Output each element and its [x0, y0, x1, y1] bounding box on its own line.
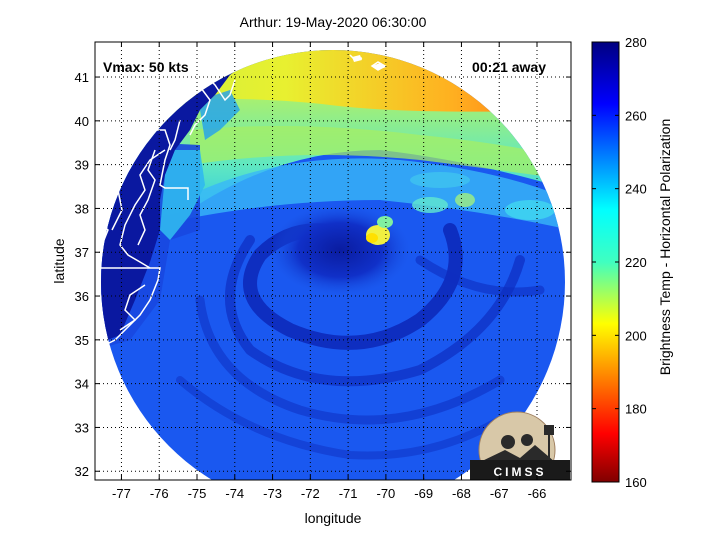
x-tick-label: -71: [339, 486, 358, 501]
x-tick-label: -75: [188, 486, 207, 501]
y-tick-label: 32: [75, 464, 89, 479]
y-tick-label: 33: [75, 420, 89, 435]
y-tick-label: 40: [75, 114, 89, 129]
x-tick-label: -74: [225, 486, 244, 501]
logo-text: CIMSS: [493, 465, 546, 479]
x-tick-label: -66: [528, 486, 547, 501]
colorbar-tick-label: 240: [625, 182, 647, 197]
colorbar: 160 180 200 220 240 260 280 Brightness Temp - …: [591, 35, 673, 490]
colorbar-tick-label: 180: [625, 402, 647, 417]
x-tick-label: -76: [150, 486, 169, 501]
colorbar-gradient: [591, 41, 620, 483]
y-tick-label: 41: [75, 70, 89, 85]
x-tick-label: -70: [376, 486, 395, 501]
x-tick-label: -73: [263, 486, 282, 501]
x-tick-label: -69: [414, 486, 433, 501]
y-axis-label: latitude: [51, 238, 67, 283]
x-tick-label: -67: [490, 486, 509, 501]
cimss-logo: CIMSS: [470, 411, 570, 480]
colorbar-label: Brightness Temp - Horizontal Polarizatio…: [657, 119, 673, 376]
y-tick-label: 36: [75, 289, 89, 304]
x-axis-ticks: -77 -76 -75 -74 -73 -72 -71 -70 -69 -68 -67 -66: [112, 42, 546, 501]
x-axis-label: longitude: [305, 510, 362, 526]
y-axis-ticks: 32 33 34 35 36 37 38 39 40 41: [75, 70, 571, 479]
convective-cells: [366, 172, 555, 245]
y-tick-label: 35: [75, 333, 89, 348]
islands: [352, 55, 386, 70]
colorbar-tick-label: 200: [625, 328, 647, 343]
y-tick-label: 34: [75, 377, 89, 392]
x-tick-label: -72: [301, 486, 320, 501]
map-plot-area: CIMSS Vmax: 50 kts 00:21 away: [95, 42, 571, 480]
y-tick-label: 38: [75, 201, 89, 216]
colorbar-tick-label: 280: [625, 35, 647, 50]
y-tick-label: 39: [75, 158, 89, 173]
time-away-annotation: 00:21 away: [472, 59, 546, 75]
colorbar-tick-label: 220: [625, 255, 647, 270]
vmax-annotation: Vmax: 50 kts: [103, 59, 189, 75]
plot-title: Arthur: 19-May-2020 06:30:00: [240, 14, 427, 30]
land-mass: [95, 42, 320, 82]
colorbar-tick-label: 260: [625, 108, 647, 123]
x-tick-label: -68: [452, 486, 471, 501]
axes-frame: [94, 41, 572, 481]
colorbar-ticks: 160 180 200 220 240 260 280: [592, 35, 647, 490]
colorbar-tick-label: 160: [625, 475, 647, 490]
y-tick-label: 37: [75, 245, 89, 260]
x-tick-label: -77: [112, 486, 131, 501]
